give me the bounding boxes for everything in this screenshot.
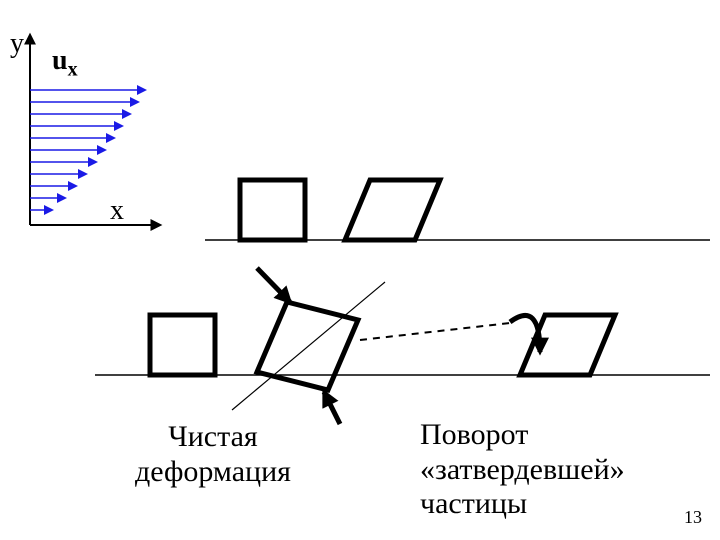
rhombus-axis-line [232,282,385,410]
y-axis-label: y [10,28,24,60]
left-caption-line1: Чистая [135,420,291,455]
right-caption-line3: частицы [420,487,625,522]
page-number: 13 [684,507,702,528]
arrow-to-rhombus-top [257,268,290,302]
ux-u: u [52,45,68,76]
right-caption-line2: «затвердевшей» [420,453,625,488]
arrow-to-rhombus-bottom [324,392,340,424]
ux-sub: x [68,59,78,81]
dashed-link [360,323,510,340]
left-caption-line2: деформация [135,455,291,490]
upper-parallelogram [345,180,440,240]
left-caption: Чистая деформация [135,420,291,489]
ux-label: ux [52,45,78,82]
x-axis-label: x [110,195,124,227]
right-caption: Поворот «затвердевшей» частицы [420,418,625,522]
right-caption-line1: Поворот [420,418,625,453]
lower-square [150,315,215,375]
upper-square [240,180,305,240]
